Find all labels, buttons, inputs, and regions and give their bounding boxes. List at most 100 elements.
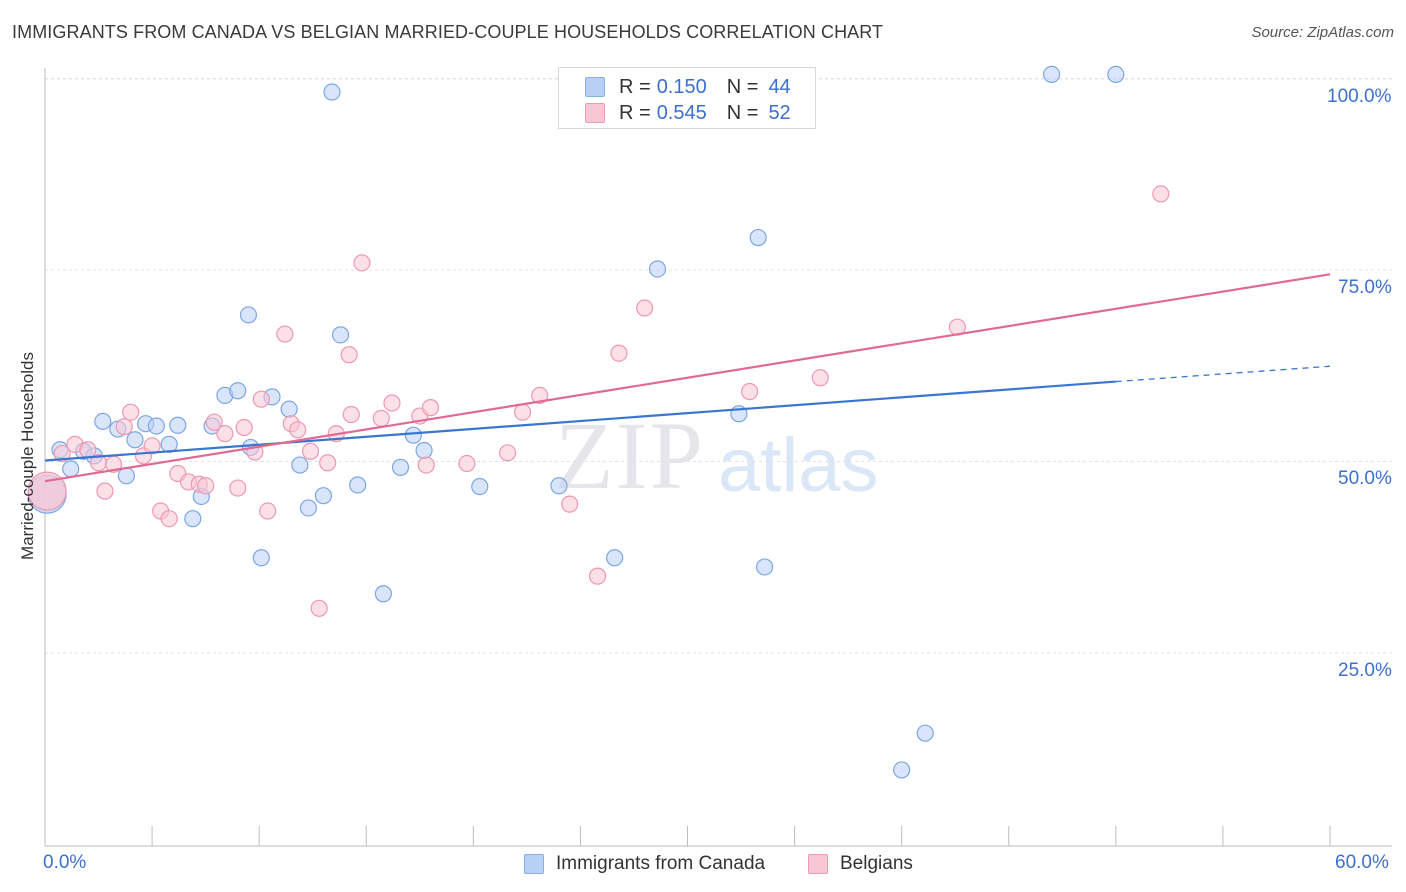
- legend-n-label: N =: [726, 101, 759, 124]
- point-canada-7: [117, 467, 135, 485]
- point-belgians-0: [27, 471, 67, 511]
- point-belgians-7: [115, 418, 133, 436]
- point-canada-8: [126, 431, 144, 449]
- point-canada-39: [755, 558, 774, 576]
- point-belgians-33: [353, 254, 371, 272]
- point-canada-36: [648, 260, 667, 278]
- point-belgians-3: [79, 441, 97, 459]
- point-belgians-20: [235, 418, 253, 437]
- point-belgians-19: [229, 479, 247, 497]
- point-belgians-35: [383, 394, 401, 412]
- point-belgians-48: [811, 369, 829, 387]
- y-tick-label-50: 50.0%: [1338, 468, 1392, 489]
- point-canada-2: [62, 460, 80, 478]
- point-belgians-28: [310, 599, 328, 617]
- point-belgians-12: [160, 510, 178, 528]
- point-belgians-32: [342, 405, 360, 424]
- point-canada-41: [916, 724, 934, 742]
- y-axis-label: Married-couple Households: [18, 352, 37, 560]
- point-belgians-38: [421, 399, 440, 417]
- point-belgians-23: [259, 502, 277, 520]
- point-canada-34: [550, 477, 568, 495]
- legend-n-label: N =: [726, 75, 759, 98]
- watermark-atlas: atlas: [718, 423, 879, 508]
- point-belgians-16: [197, 477, 215, 495]
- legend-r-label: R =: [619, 101, 651, 124]
- legend-swatch-belgians: [585, 103, 605, 123]
- point-belgians-5: [96, 482, 114, 500]
- point-belgians-41: [513, 403, 532, 421]
- point-belgians-39: [458, 454, 476, 473]
- point-canada-28: [349, 476, 367, 494]
- point-belgians-42: [531, 386, 549, 404]
- point-belgians-26: [289, 421, 307, 439]
- legend-swatch-canada: [585, 77, 605, 97]
- bottom-legend-swatch-canada: [524, 854, 544, 874]
- point-canada-32: [415, 441, 433, 460]
- legend-row-belgians: R = 0.545 N = 52: [585, 101, 791, 125]
- point-canada-33: [471, 477, 489, 496]
- point-canada-5: [94, 412, 112, 431]
- legend-r-value-belgians: 0.545: [656, 101, 707, 124]
- point-belgians-29: [319, 454, 337, 472]
- source-label: Source: ZipAtlas.com: [1251, 24, 1394, 41]
- point-belgians-37: [417, 456, 435, 474]
- point-canada-20: [252, 549, 270, 567]
- point-canada-43: [1107, 65, 1125, 84]
- watermark-zip: ZIP: [555, 402, 705, 509]
- bottom-legend-belgians: Belgians: [808, 852, 913, 876]
- point-belgians-45: [610, 344, 628, 362]
- point-canada-30: [391, 458, 410, 476]
- legend-r-value-canada: 0.150: [656, 75, 707, 98]
- point-belgians-31: [340, 346, 358, 364]
- point-belgians-1: [53, 444, 71, 463]
- legend-n-value-belgians: 52: [768, 101, 791, 124]
- bottom-legend-canada: Immigrants from Canada: [524, 852, 765, 876]
- legend-row-canada: R = 0.150 N = 44: [585, 75, 791, 99]
- x-tick-label-max: 60.0%: [1335, 852, 1389, 873]
- point-canada-10: [147, 417, 165, 435]
- point-canada-22: [280, 400, 298, 418]
- point-belgians-18: [216, 425, 234, 443]
- point-belgians-44: [588, 567, 607, 585]
- trend-line-canada-extension: [1115, 365, 1331, 383]
- correlation-legend: R = 0.150 N = 44 R = 0.545 N = 52: [558, 67, 816, 129]
- point-belgians-22: [252, 390, 270, 408]
- point-canada-35: [606, 549, 624, 567]
- y-tick-label-25: 25.0%: [1338, 660, 1392, 681]
- bottom-legend-swatch-belgians: [808, 854, 828, 874]
- point-canada-27: [331, 326, 350, 344]
- point-canada-12: [169, 416, 187, 434]
- point-canada-29: [374, 585, 392, 603]
- point-canada-23: [291, 456, 309, 474]
- point-canada-26: [323, 83, 341, 101]
- bottom-legend-label-canada: Immigrants from Canada: [556, 853, 766, 874]
- y-tick-label-100: 100.0%: [1327, 86, 1392, 107]
- point-canada-25: [314, 487, 333, 505]
- point-belgians-46: [636, 299, 654, 317]
- chart-title: IMMIGRANTS FROM CANADA VS BELGIAN MARRIE…: [12, 22, 884, 42]
- point-canada-40: [893, 761, 911, 779]
- point-belgians-8: [122, 403, 140, 421]
- point-canada-24: [299, 499, 318, 517]
- point-canada-42: [1042, 65, 1061, 84]
- point-canada-13: [184, 510, 202, 528]
- point-belgians-47: [741, 382, 759, 401]
- trend-line-belgians: [44, 273, 1331, 483]
- point-belgians-50: [1152, 185, 1170, 203]
- point-belgians-24: [276, 325, 294, 343]
- point-belgians-27: [301, 442, 320, 460]
- point-canada-17: [229, 382, 247, 400]
- point-canada-38: [749, 228, 767, 247]
- point-belgians-17: [205, 413, 223, 431]
- point-canada-18: [239, 306, 258, 324]
- legend-n-value-canada: 44: [768, 75, 791, 98]
- bottom-legend-label-belgians: Belgians: [840, 853, 913, 874]
- x-tick-label-min: 0.0%: [43, 852, 87, 873]
- trend-line-canada: [44, 380, 1116, 462]
- point-belgians-40: [499, 444, 517, 462]
- y-tick-label-75: 75.0%: [1338, 277, 1392, 298]
- point-belgians-10: [143, 437, 161, 455]
- point-belgians-34: [372, 409, 390, 427]
